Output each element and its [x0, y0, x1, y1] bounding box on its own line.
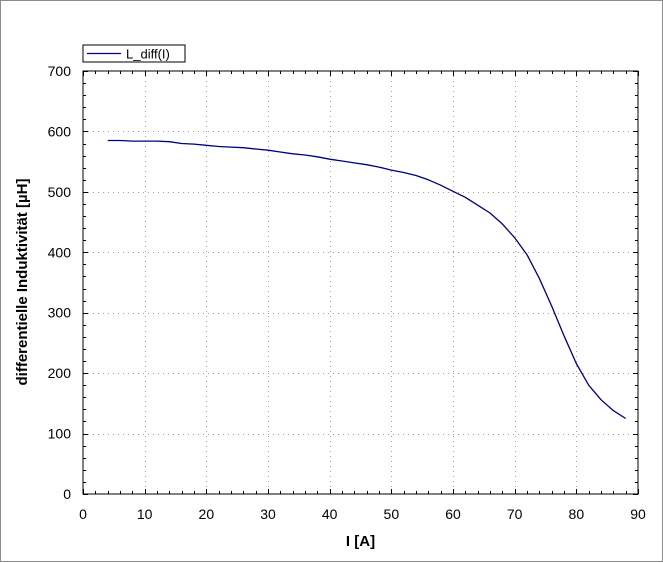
x-tick-label: 80	[569, 506, 585, 522]
y-tick-label: 600	[48, 123, 72, 139]
y-tick-label: 400	[48, 244, 72, 260]
x-tick-label: 90	[630, 506, 646, 522]
legend-box	[82, 44, 186, 63]
x-tick-label: 70	[507, 506, 523, 522]
y-tick-label: 700	[48, 63, 72, 79]
y-tick-label: 100	[48, 426, 72, 442]
series-line-0	[107, 139, 627, 420]
y-tick-label: 300	[48, 305, 72, 321]
x-tick-label: 30	[260, 506, 276, 522]
x-tick-label: 20	[199, 506, 215, 522]
y-tick-label: 0	[63, 486, 71, 502]
y-axis-title: differentielle Induktivität [µH]	[14, 179, 31, 386]
plot-area	[82, 70, 639, 495]
x-axis-title: I [A]	[346, 533, 375, 550]
axis-ticks	[83, 71, 639, 495]
series-layer	[107, 139, 627, 420]
legend: L_diff(I)	[82, 44, 186, 63]
legend-entry-label: L_diff(I)	[126, 47, 170, 62]
y-tick-labels: 0 100 200 300 400 500 600 700	[48, 63, 72, 502]
y-tick-label: 500	[48, 184, 72, 200]
x-tick-label: 60	[445, 506, 461, 522]
x-tick-labels: 0 10 20 30 40 50 60 70 80 90	[79, 506, 646, 522]
x-tick-label: 50	[384, 506, 400, 522]
y-tick-label: 200	[48, 365, 72, 381]
x-tick-label: 0	[79, 506, 87, 522]
x-tick-label: 40	[322, 506, 338, 522]
x-tick-label: 10	[137, 506, 153, 522]
